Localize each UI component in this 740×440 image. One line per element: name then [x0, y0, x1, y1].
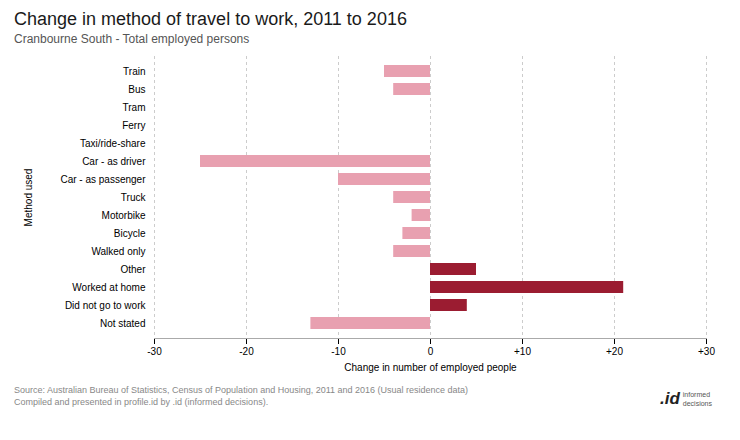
svg-text:Truck: Truck — [121, 192, 147, 203]
html-text:informed decisions: informed decisions — [682, 391, 712, 407]
svg-text:Taxi/ride-share: Taxi/ride-share — [80, 138, 146, 149]
svg-text:-10: -10 — [331, 346, 346, 357]
svg-text:+10: +10 — [514, 346, 531, 357]
svg-text:Bus: Bus — [128, 84, 145, 95]
svg-text:+20: +20 — [606, 346, 623, 357]
svg-text:Method used: Method used — [23, 169, 34, 227]
svg-text:Not stated: Not stated — [100, 318, 146, 329]
svg-text:Tram: Tram — [123, 102, 146, 113]
svg-text:Bicycle: Bicycle — [114, 228, 146, 239]
html-text:Change in method of travel to: Change in method of travel to work, 2011… — [14, 9, 407, 29]
svg-text:-30: -30 — [147, 346, 162, 357]
svg-text:Change in number of employed p: Change in number of employed people — [344, 362, 517, 373]
svg-text:Car - as passenger: Car - as passenger — [60, 174, 146, 185]
svg-text:Car - as driver: Car - as driver — [82, 156, 146, 167]
svg-text:Worked at home: Worked at home — [72, 282, 146, 293]
html-text:Cranbourne South - Total emplo: Cranbourne South - Total employed person… — [14, 32, 250, 46]
svg-text:Did not go to work: Did not go to work — [65, 300, 147, 311]
svg-text:0: 0 — [428, 346, 434, 357]
svg-text:Other: Other — [120, 264, 146, 275]
svg-text:Motorbike: Motorbike — [102, 210, 146, 221]
svg-text:-20: -20 — [239, 346, 254, 357]
svg-text:Train: Train — [123, 66, 145, 77]
html-text:Source: Australian Bureau of S: Source: Australian Bureau of Statistics,… — [14, 385, 469, 407]
svg-text:Walked only: Walked only — [91, 246, 145, 257]
svg-text:+30: +30 — [698, 346, 715, 357]
html-text:.id: .id — [660, 389, 680, 408]
svg-text:Ferry: Ferry — [122, 120, 145, 131]
